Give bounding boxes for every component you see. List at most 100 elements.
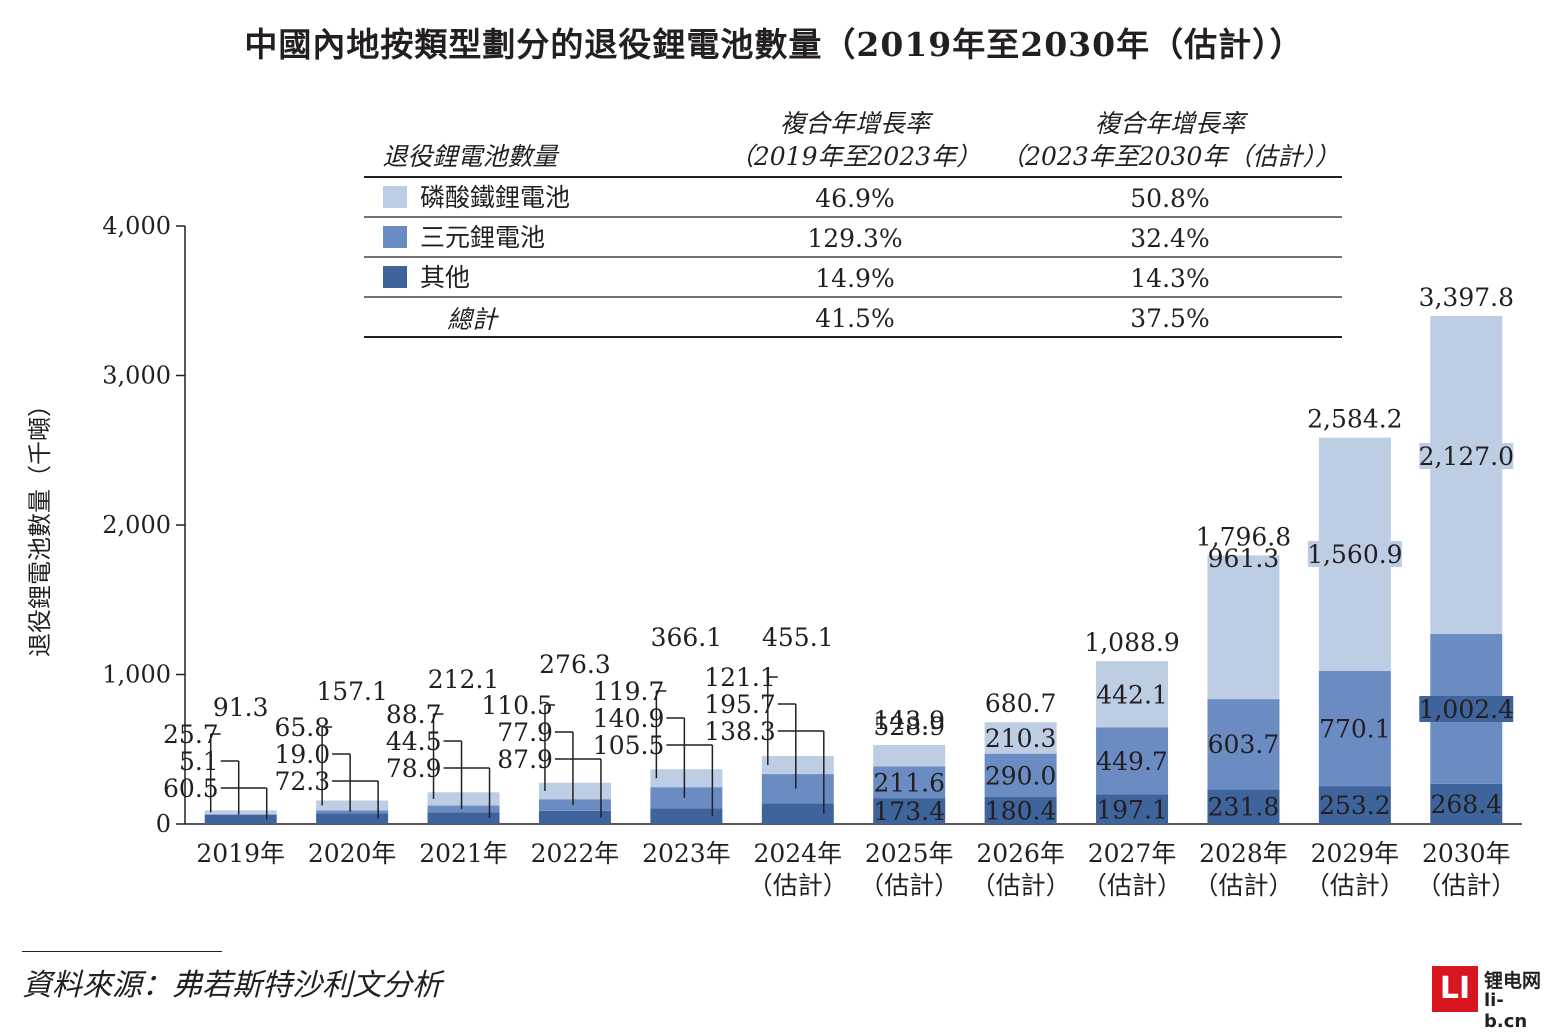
data-label-segment: 105.5 [593, 731, 665, 760]
bar-segment-lfp [1207, 555, 1280, 700]
chart-title: 中國內地按類型劃分的退役鋰電池數量（2019年至2030年（估計）） [244, 25, 1304, 64]
bar-segment-lfp [1096, 661, 1169, 728]
bar-segment-other [1430, 783, 1503, 824]
bar-segment-other [538, 810, 611, 824]
data-label-total: 680.7 [985, 689, 1057, 718]
legend-row-cagr1: 129.3% [807, 224, 902, 253]
chart-data-labels: 91.325.75.160.5 157.1 65.819.072.3 212.1 88.… [163, 283, 1514, 826]
y-tick-label: 4,000 [102, 212, 171, 240]
data-label-segment: 72.3 [274, 767, 330, 796]
legend-col2-header: 複合年增長率 [1095, 109, 1249, 138]
watermark-url: li-b.cn [1484, 990, 1528, 1032]
chart-axes: 0 1,000 2,000 3,000 4,000 退役鋰電池數量（千噸） 2019年 202… [26, 212, 1522, 900]
y-tick-label: 1,000 [102, 661, 171, 689]
x-tick-label: 2024年 [753, 839, 842, 868]
data-label-segment: 77.9 [497, 718, 553, 747]
label-box [1307, 541, 1402, 567]
data-label-total: 212.1 [428, 665, 500, 694]
legend-cagr-table: 退役鋰電池數量 複合年增長率 （2019年至2023年） 複合年增長率 （2023年至2… [364, 109, 1342, 338]
legend-row-label: 總計 [447, 305, 499, 334]
x-tick-label: 2022年 [531, 839, 620, 868]
legend-swatch-ncm [383, 226, 407, 248]
data-label-segment: 87.9 [497, 745, 553, 774]
x-tick-label: 2026年 [976, 839, 1065, 868]
data-label-segment: 211.6 [873, 768, 945, 797]
data-label-segment: 44.5 [386, 727, 442, 756]
source-note: 資料來源：弗若斯特沙利文分析 [22, 968, 442, 1003]
data-label-segment: 268.4 [1431, 790, 1503, 819]
source-rule [22, 951, 222, 952]
watermark-logo-box: LI [1432, 966, 1478, 1012]
bar-segment-ncm [204, 814, 277, 815]
data-label-total: 528.9 [873, 712, 945, 741]
data-label-segment: 173.4 [873, 797, 945, 826]
y-tick-label: 3,000 [102, 362, 171, 390]
x-tick-label: （估計） [1416, 871, 1516, 900]
y-tick-label: 0 [156, 810, 171, 838]
data-label-total: 276.3 [539, 650, 611, 679]
bar-segment-ncm [427, 805, 500, 813]
bar-segment-other [316, 813, 389, 824]
x-tick-label: 2030年 [1422, 839, 1511, 868]
data-label-total: 157.1 [316, 677, 388, 706]
data-label-segment: 1,560.9 [1307, 540, 1402, 569]
x-tick-label: 2023年 [642, 839, 731, 868]
data-label-segment: 110.5 [481, 691, 553, 720]
data-label-segment: 140.9 [593, 704, 665, 733]
data-label-total: 455.1 [762, 623, 834, 652]
bar-segment-lfp [538, 782, 611, 800]
legend-row-cagr2: 50.8% [1130, 184, 1209, 213]
legend-row-cagr1: 46.9% [815, 184, 894, 213]
bar-segment-ncm [1318, 671, 1391, 787]
legend-row-label: 其他 [420, 263, 470, 292]
data-label-segment: 210.3 [985, 724, 1057, 753]
label-box [1419, 696, 1514, 722]
bar-segment-lfp [761, 755, 834, 775]
bar-segment-ncm [761, 774, 834, 804]
data-label-segment: 2,127.0 [1419, 442, 1514, 471]
data-label-total: 1,088.9 [1084, 628, 1179, 657]
y-axis-label: 退役鋰電池數量（千噸） [26, 393, 54, 657]
stacked-bar-chart: 退役鋰電池數量 複合年增長率 （2019年至2023年） 複合年增長率 （2023年至2… [26, 109, 1522, 900]
data-label-segment: 195.7 [704, 690, 776, 719]
watermark-name: 锂电网 [1484, 970, 1542, 992]
bar-segment-ncm [1096, 727, 1169, 795]
data-label-segment: 253.2 [1319, 791, 1391, 820]
data-label-segment: 138.3 [704, 717, 776, 746]
legend-col1-header: 複合年增長率 [780, 109, 934, 138]
x-tick-label: （估計） [748, 871, 848, 900]
bar-segment-lfp [1430, 316, 1503, 635]
bar-segment-other [1096, 794, 1169, 824]
data-label-segment: 180.4 [985, 797, 1057, 826]
bar-segment-lfp [316, 800, 389, 811]
x-tick-label: 2027年 [1088, 839, 1177, 868]
data-label-total: 366.1 [651, 623, 723, 652]
legend-row-label: 三元鋰電池 [420, 223, 545, 252]
bar-segment-lfp [204, 810, 277, 815]
bar-segment-ncm [984, 753, 1057, 798]
data-label-segment: 1,002.4 [1419, 695, 1514, 724]
bar-segment-ncm [873, 766, 946, 799]
data-label-segment: 231.8 [1208, 793, 1280, 822]
x-tick-label: 2029年 [1311, 839, 1400, 868]
data-label-total: 2,584.2 [1307, 405, 1402, 434]
legend-row-label: 磷酸鐵鋰電池 [420, 183, 570, 212]
watermark-logo: LI 锂电网 li-b.cn [1432, 966, 1544, 1032]
x-tick-label: 2020年 [308, 839, 397, 868]
chart-bars [204, 316, 1503, 824]
data-label-segment: 19.0 [274, 740, 330, 769]
data-label-total: 91.3 [213, 693, 269, 722]
x-tick-label: （估計） [971, 871, 1071, 900]
bar-segment-other [873, 798, 946, 824]
legend-col2-subheader: （2023年至2030年（估計）） [1000, 142, 1340, 171]
data-label-segment: 119.7 [593, 677, 665, 706]
data-label-total: 3,397.8 [1419, 283, 1514, 312]
bar-segment-ncm [650, 787, 723, 809]
data-label-segment: 961.3 [1208, 544, 1280, 573]
legend-row-cagr2: 37.5% [1130, 304, 1209, 333]
data-label-segment: 65.8 [274, 713, 330, 742]
data-label-segment: 143.9 [873, 706, 945, 735]
bar-segment-lfp [984, 722, 1057, 754]
data-label-segment: 449.7 [1096, 747, 1168, 776]
x-tick-label: （估計） [859, 871, 959, 900]
